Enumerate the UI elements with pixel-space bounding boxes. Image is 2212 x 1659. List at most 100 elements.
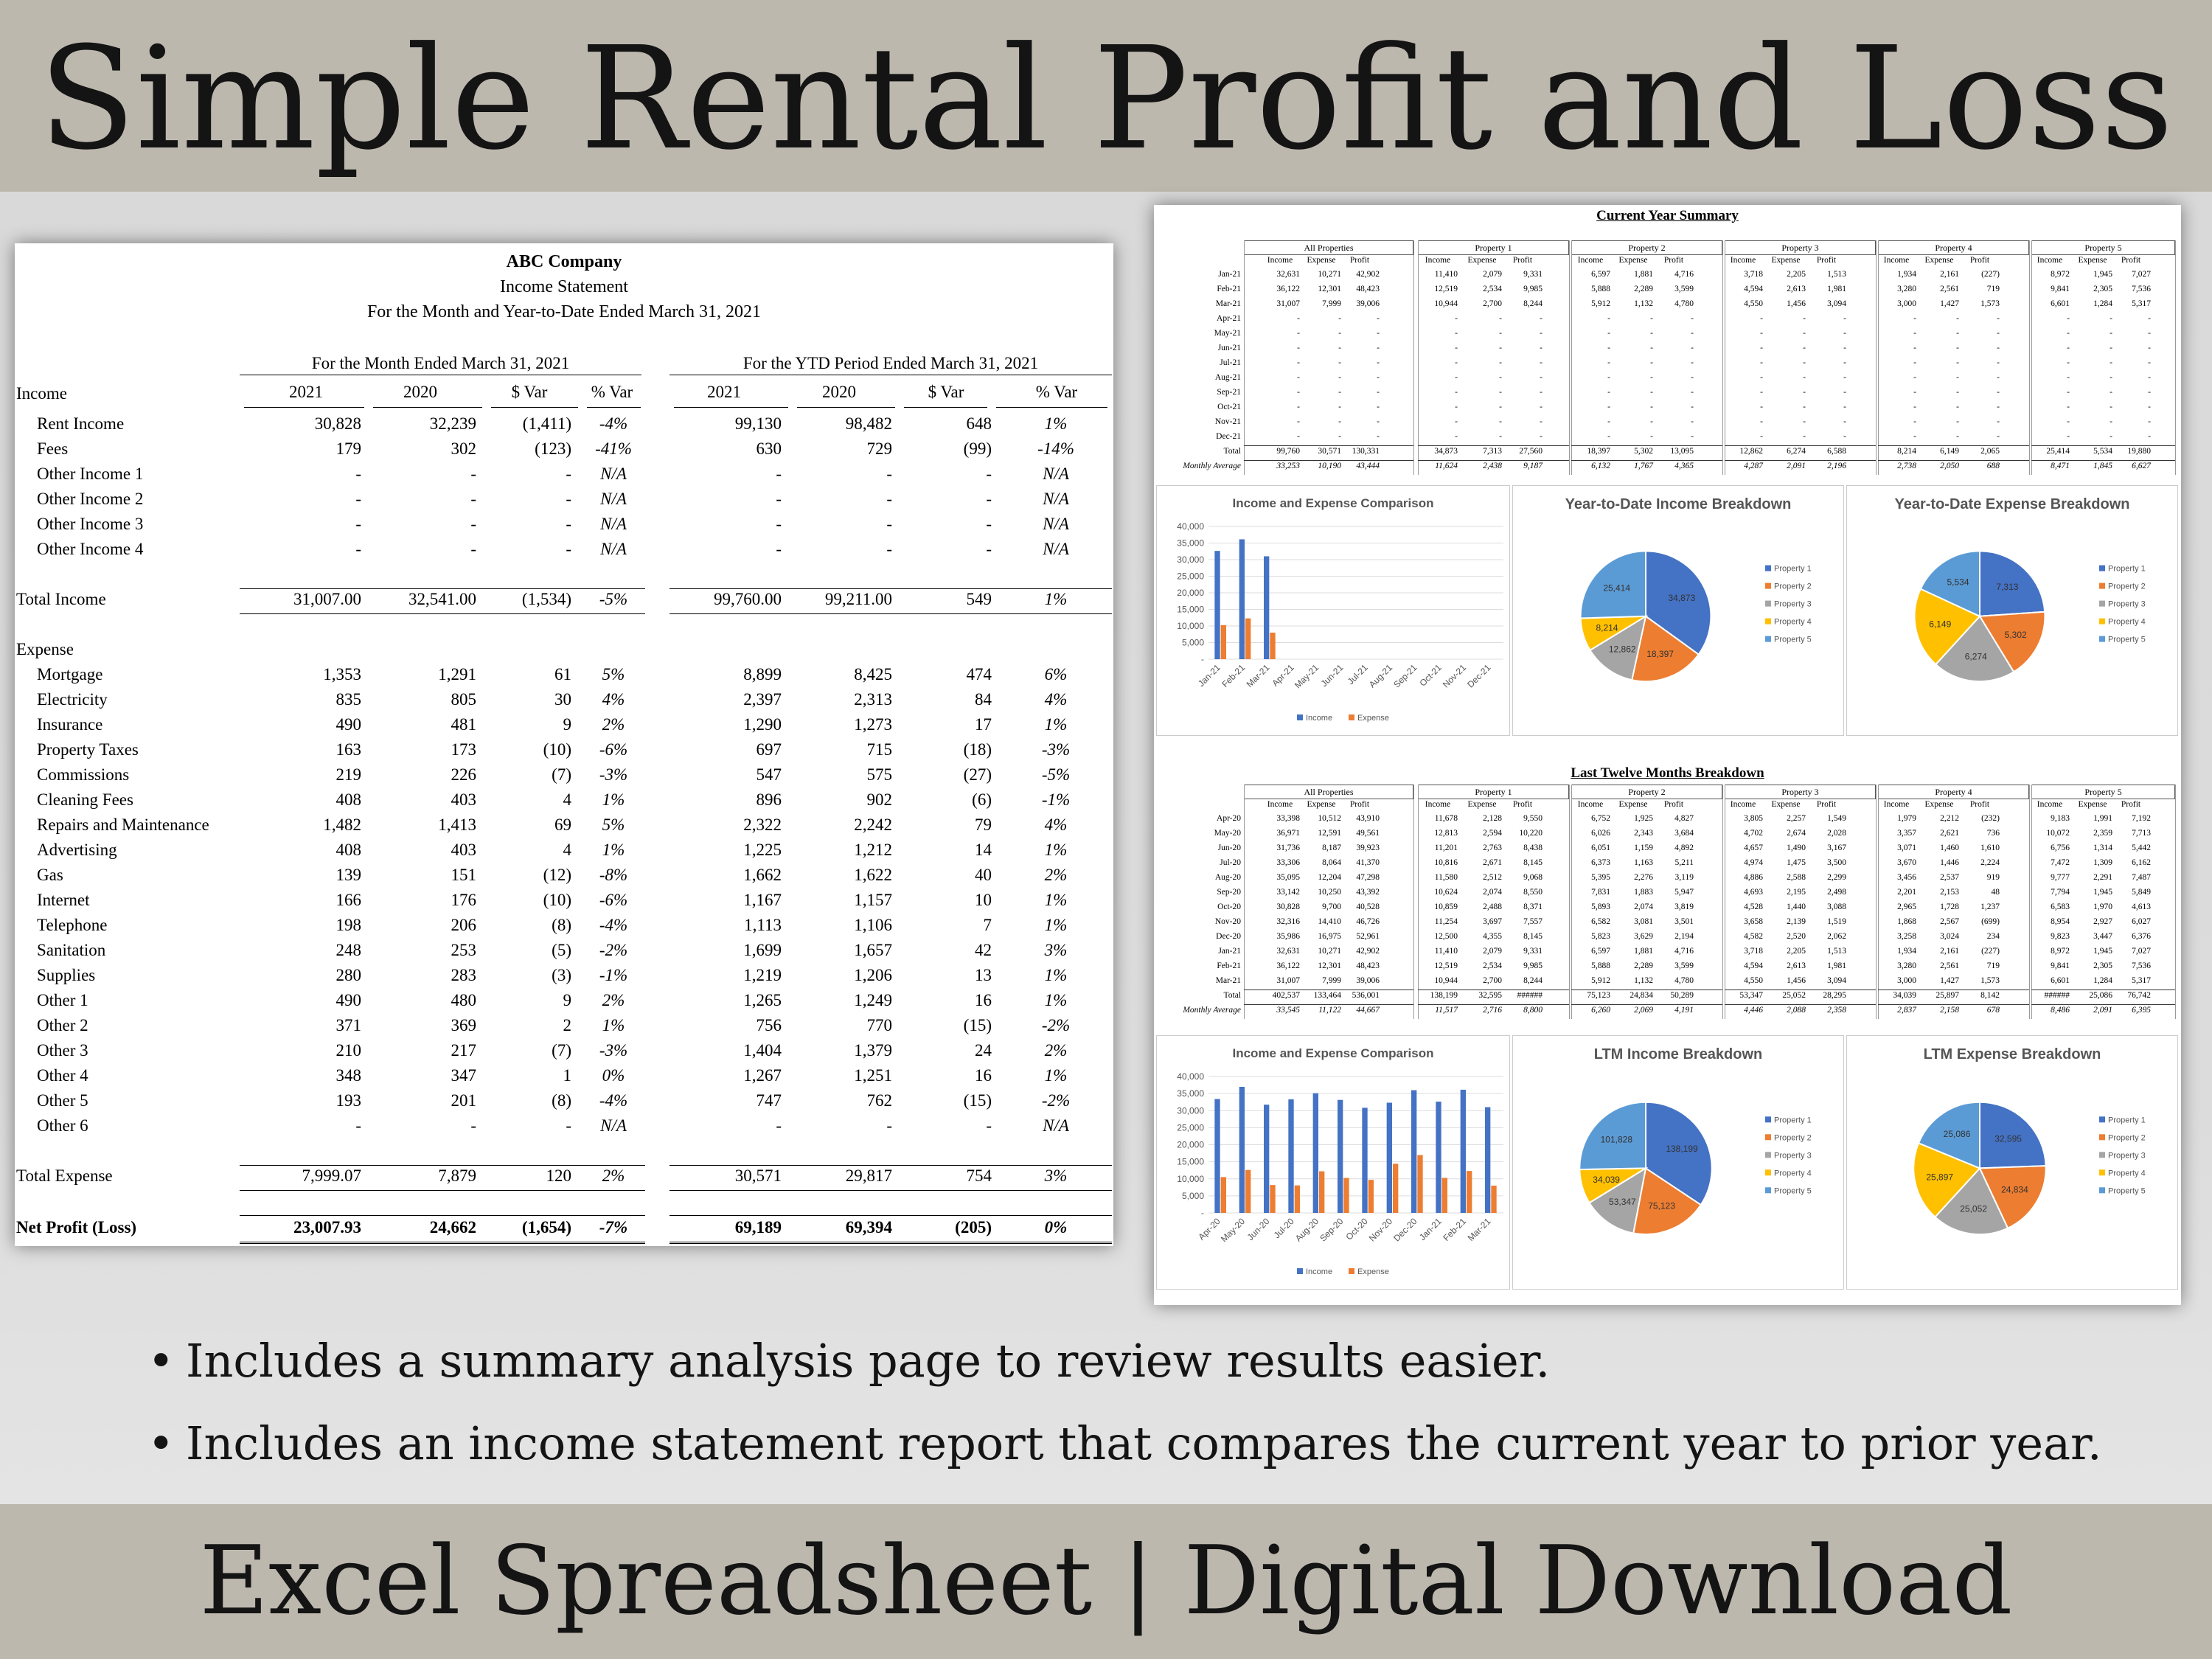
value-cell: 1,273: [854, 715, 892, 734]
value-cell: 210: [335, 1041, 362, 1060]
value-cell: 648: [966, 414, 992, 433]
legend-label: Property 5: [1774, 1186, 1812, 1195]
table-cell: -: [1540, 344, 1543, 352]
table-cell: 1,314: [2093, 844, 2112, 852]
footer-text: Excel Spreadsheet | Digital Download: [199, 1526, 2013, 1636]
pct-var-cell: N/A: [600, 515, 627, 533]
table-cell: -: [1499, 314, 1502, 323]
table-cell: 5,888: [1591, 285, 1610, 293]
table-cell: 7,192: [2132, 814, 2151, 823]
table-cell: 12,519: [1434, 285, 1458, 293]
table-divider: [2029, 240, 2030, 475]
table-cell: 1,991: [2093, 814, 2112, 823]
pie-slice: [1913, 588, 1981, 666]
pct-var-cell: -2%: [599, 941, 628, 959]
table-cell: ######: [1517, 991, 1543, 1000]
table-cell: -: [1956, 432, 1959, 441]
table-cell: 33,253: [1276, 462, 1300, 470]
value-cell: 30,828: [314, 414, 361, 433]
table-cell: -: [1843, 358, 1846, 367]
table-cell: 35,095: [1276, 873, 1300, 882]
value-cell: 371: [335, 1016, 362, 1034]
table-cell: 5,317: [2132, 976, 2151, 985]
month-label: Total: [1223, 991, 1241, 1000]
table-cell: 3,670: [1897, 858, 1916, 867]
table-cell: 1,573: [1980, 299, 2000, 308]
pie-slice: [1917, 1101, 1980, 1169]
table-cell: 2,194: [1674, 932, 1694, 941]
table-cell: 32,631: [1276, 947, 1300, 956]
month-label: Feb-21: [1217, 961, 1241, 970]
value-cell: 1,413: [438, 815, 476, 834]
value-cell: 179: [335, 439, 362, 458]
month-label: Jan-21: [1218, 947, 1241, 956]
value-cell: 219: [335, 765, 362, 784]
legend-label: Property 4: [2108, 618, 2146, 627]
y-tick-label: -: [1201, 654, 1204, 664]
value-cell: 99,211.00: [824, 590, 892, 608]
table-divider: [1876, 240, 1877, 475]
legend-swatch: [2099, 618, 2105, 625]
legend-swatch: [1297, 714, 1303, 720]
table-cell: 7,487: [2132, 873, 2151, 882]
table-cell: 27,560: [1519, 447, 1543, 456]
table-cell: (227): [1981, 947, 2000, 956]
table-cell: 3,088: [1827, 902, 1846, 911]
value-cell: 198: [335, 916, 362, 934]
table-cell: 4,355: [1483, 932, 1502, 941]
table-cell: -: [1540, 403, 1543, 411]
pie-data-label: 34,039: [1593, 1175, 1620, 1185]
table-cell: -: [1691, 344, 1694, 352]
table-cell: 7,713: [2132, 829, 2151, 838]
value-cell: 1,206: [854, 966, 892, 984]
pct-var-cell: -7%: [599, 1218, 628, 1237]
header-underline: [491, 407, 578, 408]
x-tick-label: Sep-21: [1391, 662, 1419, 689]
header-underline: [587, 407, 641, 408]
table-cell: 8,471: [2051, 462, 2070, 470]
table-cell: -: [1691, 358, 1694, 367]
table-cell: -: [1499, 432, 1502, 441]
total-line: [1571, 445, 1722, 446]
table-cell: -: [1338, 314, 1341, 323]
chart-svg: 7,313 5,302 6,274 6,149 5,534 Property 1 Prope…: [1913, 550, 2146, 683]
sub-header: Expense: [1771, 800, 1801, 809]
group-header: Property 3: [1725, 785, 1876, 799]
value-cell: 2,313: [854, 690, 892, 709]
table-cell: -: [2067, 344, 2070, 352]
table-cell: 49,561: [1356, 829, 1380, 838]
chart-panel: Year-to-Date Income Breakdown 34,873 18,39…: [1512, 485, 1844, 736]
value-cell: 79: [975, 815, 992, 834]
value-cell: 1,622: [854, 866, 892, 884]
table-cell: 2,065: [1980, 447, 2000, 456]
table-cell: 6,373: [1591, 858, 1610, 867]
group-header: All Properties: [1244, 785, 1413, 799]
pie-slice: [1978, 611, 2046, 673]
value-cell: 16: [975, 991, 992, 1009]
table-divider: [1418, 240, 1419, 475]
table-cell: 6,601: [2051, 299, 2070, 308]
bar-income: [1386, 1102, 1392, 1213]
table-cell: 2,305: [2093, 961, 2112, 970]
table-cell: ######: [2044, 991, 2070, 1000]
x-tick-label: Apr-21: [1270, 662, 1296, 689]
table-cell: 32,595: [1478, 991, 1502, 1000]
value-cell: 24: [975, 1041, 992, 1060]
total-line: [1571, 460, 1722, 461]
table-cell: 2,028: [1827, 829, 1846, 838]
pct-var-cell: -41%: [595, 439, 632, 458]
table-cell: 10,271: [1318, 270, 1341, 279]
table-cell: 8,438: [1523, 844, 1543, 852]
table-cell: 8,954: [2051, 917, 2070, 926]
legend-label: Property 4: [1774, 618, 1812, 627]
pct-var-cell: 1%: [1044, 966, 1068, 984]
value-cell: 201: [451, 1091, 477, 1110]
pie-slice: [1579, 1101, 1646, 1171]
value-cell: 69: [554, 815, 571, 834]
table-cell: 32,316: [1276, 917, 1300, 926]
y-tick-label: 30,000: [1177, 554, 1204, 565]
total-line: [1418, 445, 1569, 446]
table-cell: 2,965: [1897, 902, 1916, 911]
table-cell: 4,657: [1744, 844, 1763, 852]
pie-slice: [1979, 550, 2046, 617]
